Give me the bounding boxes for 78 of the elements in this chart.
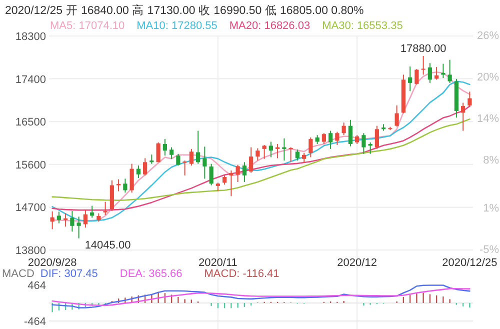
y2-tick-label: 14% [476, 112, 500, 125]
y2-tick-label: 26% [476, 30, 500, 42]
text: DIF: 307.45 [40, 268, 98, 280]
candlestick [362, 132, 366, 154]
y-tick-label: -464 [24, 316, 46, 328]
candlestick [414, 68, 419, 86]
series-label: MACD: -116.41 [204, 268, 280, 280]
candlestick [328, 130, 333, 150]
annotation: 14045.00 [84, 239, 131, 252]
series-label: DEA: 365.66 [120, 268, 182, 280]
candlestick [236, 164, 240, 182]
text: MA10: 17280.55 [136, 20, 218, 32]
y-tick-label: 16500 [15, 116, 46, 129]
candlestick [335, 131, 340, 146]
candlestick [468, 91, 472, 108]
candlestick [136, 164, 140, 178]
candlestick [428, 62, 432, 84]
y-tick-label: 14700 [15, 202, 46, 214]
candlestick [83, 210, 88, 228]
y2-tick-label: 1% [483, 202, 500, 215]
candlestick [209, 163, 214, 186]
candlestick [256, 148, 260, 161]
x-tick-label: 2020/12 [337, 257, 377, 269]
candlestick [56, 211, 61, 224]
candlestick [162, 138, 167, 156]
candlestick [116, 178, 121, 192]
candlestick [308, 136, 313, 158]
candlestick [374, 125, 379, 150]
y-tick-label: 464 [28, 280, 46, 292]
candlestick [249, 146, 254, 174]
x-tick-label: 2020/9/28 [28, 257, 77, 269]
candlestick [229, 170, 234, 197]
chart-title: 2020/12/25 开 16840.00 高 17130.00 收 16990.50 低 16805.00 0.80% [5, 3, 364, 17]
candlestick [170, 146, 174, 160]
candlestick [302, 152, 306, 164]
candlestick [342, 122, 346, 136]
text: MA30: 16553.35 [322, 20, 403, 32]
candlestick [123, 178, 128, 194]
candlestick [348, 119, 352, 147]
y2-tick-label: 20% [476, 71, 500, 84]
candlestick [408, 66, 412, 92]
candlestick [288, 146, 293, 162]
chart-title: MACD [2, 268, 34, 280]
candlestick [156, 142, 160, 163]
candlestick [110, 180, 114, 212]
line-series [52, 118, 470, 201]
candlestick [461, 102, 466, 132]
candlestick [130, 163, 134, 194]
candlestick [262, 144, 266, 160]
candlestick [189, 148, 194, 166]
candlestick [242, 162, 246, 182]
candlestick [322, 132, 326, 144]
text: MA5: 17074.10 [50, 20, 125, 32]
x-tick-label: 2020/11 [198, 257, 238, 269]
text: MA20: 16826.03 [229, 20, 310, 32]
y-tick-label: 18300 [15, 31, 46, 43]
candlestick [103, 201, 108, 216]
candlestick [50, 210, 54, 230]
candlestick [143, 158, 148, 176]
candlestick [182, 160, 187, 176]
y-tick-label: 13800 [15, 245, 46, 257]
y2-tick-label: 8% [483, 154, 500, 166]
y-tick-label: 17400 [15, 74, 46, 86]
y2-tick-label: -5% [479, 244, 500, 256]
candlestick [176, 153, 180, 166]
candlestick [70, 210, 74, 232]
candlestick [76, 216, 81, 239]
candlestick [268, 141, 273, 158]
candlestick [394, 104, 399, 127]
candlestick [222, 174, 227, 186]
candlestick [196, 130, 200, 164]
candlestick [202, 146, 207, 180]
candlestick [448, 59, 452, 84]
candlestick [421, 55, 426, 76]
y-tick-label: 15600 [15, 159, 46, 172]
candlestick [295, 149, 300, 161]
x-tick-label: 2020/12/25 [442, 257, 498, 269]
annotation: 17880.00 [400, 42, 446, 55]
